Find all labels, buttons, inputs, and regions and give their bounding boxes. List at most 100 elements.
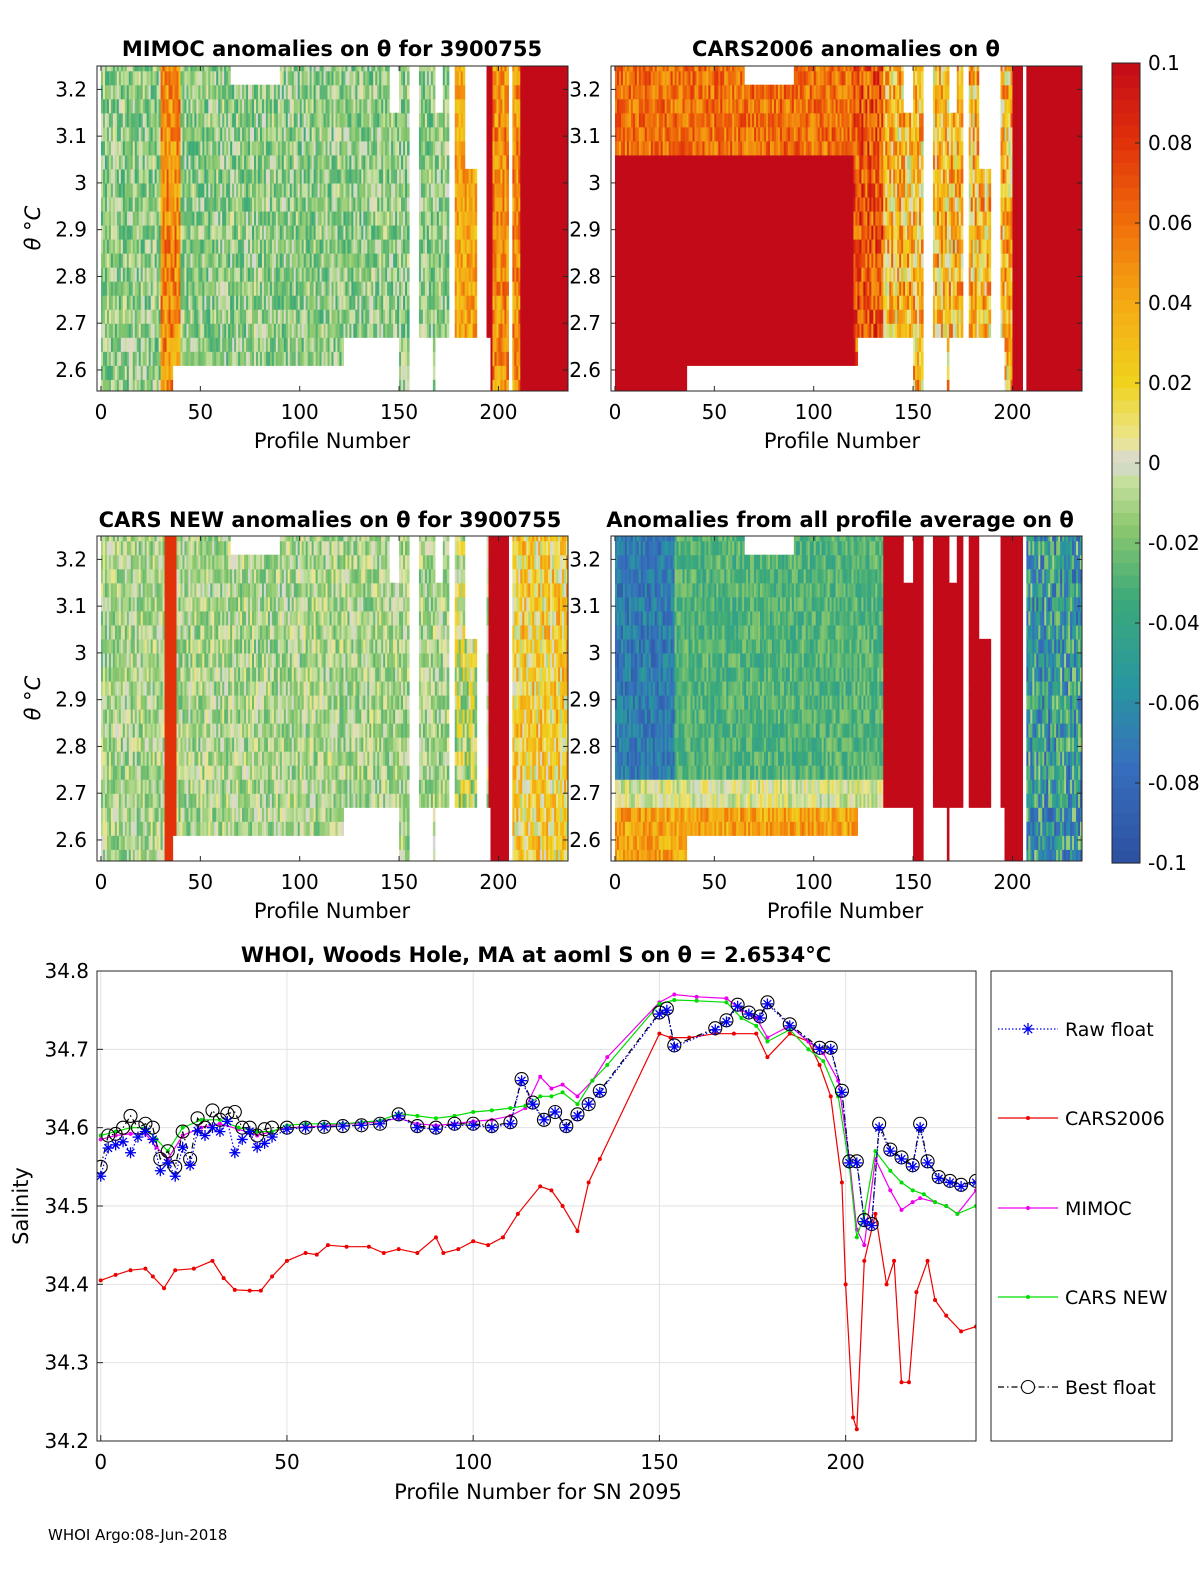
heatmap-cell <box>371 239 374 254</box>
heatmap-cell <box>522 84 525 100</box>
heatmap-cell <box>401 351 404 366</box>
heatmap-cell <box>428 66 432 72</box>
heatmap-cell <box>204 126 207 142</box>
heatmap-cell <box>524 323 527 338</box>
heatmap-cell <box>528 309 531 324</box>
heatmap-cell <box>464 267 468 282</box>
heatmap-cell <box>442 309 446 324</box>
heatmap-cell <box>200 182 203 198</box>
heatmap-cell <box>132 281 136 296</box>
heatmap-cell <box>291 267 295 282</box>
panel-title: CARS2006 anomalies on θ <box>692 37 1000 61</box>
heatmap-cell <box>307 112 311 128</box>
heatmap-cell <box>224 70 227 86</box>
heatmap-cell <box>540 66 543 72</box>
heatmap-cell <box>257 182 261 198</box>
heatmap-cell <box>454 210 458 226</box>
heatmap-cell <box>166 154 170 170</box>
heatmap-cell <box>295 66 299 72</box>
heatmap-cell <box>430 253 434 268</box>
heatmap-cell <box>472 253 476 268</box>
heatmap-cell <box>315 126 319 142</box>
heatmap-cell <box>357 253 360 268</box>
heatmap-cell <box>502 196 506 212</box>
heatmap-cell <box>426 224 430 240</box>
heatmap-cell <box>305 295 309 310</box>
heatmap-cell <box>502 239 506 254</box>
heatmap-cell <box>562 140 565 156</box>
heatmap-cell <box>210 239 213 254</box>
heatmap-cell <box>244 168 247 184</box>
heatmap-cell <box>106 196 110 212</box>
heatmap-cell <box>460 281 464 296</box>
heatmap-cell <box>240 98 243 114</box>
heatmap-cell <box>403 84 406 100</box>
heatmap-cell <box>329 224 333 240</box>
heatmap-cell <box>355 295 358 310</box>
heatmap-cell <box>405 239 408 254</box>
heatmap-cell <box>132 84 136 100</box>
heatmap-cell <box>134 196 138 212</box>
heatmap-cell <box>110 281 114 296</box>
heatmap-cell <box>273 84 277 100</box>
heatmap-cell <box>114 253 118 268</box>
heatmap-cell <box>458 239 462 254</box>
heatmap-cell <box>520 98 523 114</box>
heatmap-cell <box>365 295 368 310</box>
heatmap-cell <box>257 267 261 282</box>
heatmap-cell <box>255 224 259 240</box>
heatmap-cell <box>544 154 547 170</box>
heatmap-cell <box>387 309 390 324</box>
heatmap-cell <box>512 379 515 391</box>
heatmap-cell <box>365 98 368 114</box>
heatmap-cell <box>130 267 134 282</box>
heatmap-cell <box>222 84 225 100</box>
heatmap-cell <box>438 323 442 338</box>
heatmap-cell <box>528 224 531 240</box>
heatmap-cell <box>458 126 462 142</box>
heatmap-cell <box>375 309 378 324</box>
heatmap-cell <box>492 98 496 114</box>
heatmap-cell <box>113 43 116 58</box>
heatmap-cell <box>460 267 464 282</box>
heatmap-cell <box>432 168 436 184</box>
heatmap-cell <box>106 210 110 226</box>
heatmap-cell <box>112 323 116 338</box>
heatmap-cell <box>110 267 114 282</box>
heatmap-cell <box>472 168 476 184</box>
heatmap-cell <box>228 98 231 114</box>
heatmap-cell <box>424 224 428 240</box>
heatmap-cell <box>424 154 428 170</box>
heatmap-cell <box>456 168 460 184</box>
heatmap-cell <box>178 112 182 128</box>
heatmap-cell <box>299 126 303 142</box>
heatmap-cell <box>104 239 108 254</box>
heatmap-cell <box>200 337 203 352</box>
heatmap-cell <box>138 84 142 100</box>
heatmap-cell <box>371 182 374 198</box>
heatmap-cell <box>614 351 618 366</box>
heatmap-cell <box>261 98 265 114</box>
heatmap-cell <box>321 70 325 86</box>
heatmap-cell <box>301 337 305 352</box>
heatmap-cell <box>405 182 408 198</box>
heatmap-cell <box>514 182 517 198</box>
heatmap-cell <box>124 337 128 352</box>
heatmap-cell <box>377 309 380 324</box>
heatmap-cell <box>389 295 392 310</box>
heatmap-cell <box>544 84 547 100</box>
heatmap-cell <box>224 224 227 240</box>
heatmap-cell <box>234 182 237 198</box>
heatmap-cell <box>361 70 364 86</box>
heatmap-cell <box>442 210 446 226</box>
heatmap-cell <box>172 239 176 254</box>
heatmap-cell <box>564 84 567 100</box>
heatmap-cell <box>220 196 223 212</box>
heatmap-cell <box>393 309 396 324</box>
heatmap-cell <box>172 267 176 282</box>
heatmap-cell <box>271 239 275 254</box>
heatmap-cell <box>271 154 275 170</box>
heatmap-cell <box>438 196 442 212</box>
heatmap-cell <box>194 309 197 324</box>
heatmap-cell <box>492 182 496 198</box>
